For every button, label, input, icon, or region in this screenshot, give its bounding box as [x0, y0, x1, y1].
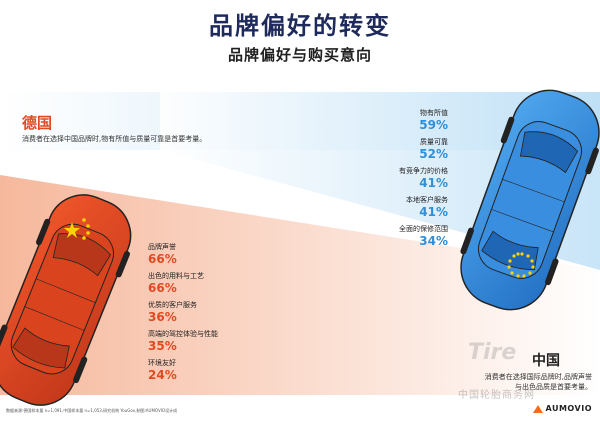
brand-mark-icon [532, 404, 543, 413]
stat-label: 质量可靠 [420, 138, 448, 146]
stat-value: 52% [419, 147, 448, 161]
peach-band [0, 175, 600, 395]
stat-value: 24% [148, 368, 177, 382]
stat-item: 质量可靠 52% [399, 137, 448, 162]
stat-item: 出色的用料与工艺 66% [148, 271, 218, 296]
stat-item: 全面的保修范围 34% [399, 224, 448, 249]
source-note: 数据来源:德国样本量 n=1,091,中国样本量 n=1,053,研究机构 Yo… [6, 408, 178, 413]
brand-logo: AUMOVIO [532, 404, 592, 413]
stat-value: 41% [419, 176, 448, 190]
stat-label: 品牌声誉 [148, 243, 176, 251]
china-flag-stars [64, 218, 90, 240]
stat-label: 有竞争力的价格 [399, 167, 448, 175]
stat-item: 环境友好 24% [148, 358, 218, 383]
eu-flag-stars [507, 252, 535, 278]
china-title: 中国 [532, 353, 560, 369]
germany-title: 德国 [22, 114, 53, 132]
stat-value: 34% [419, 234, 448, 248]
stat-label: 出色的用料与工艺 [148, 272, 204, 280]
stat-item: 优质的客户服务 36% [148, 300, 218, 325]
stat-label: 本地客户服务 [406, 196, 448, 204]
china-stats-list: 物有所值 59% 质量可靠 52% 有竞争力的价格 41% 本地客户服务 41%… [399, 108, 448, 253]
germany-description: 消费者在选择中国品牌时,物有所值与质量可靠是首要考量。 [22, 135, 207, 143]
blue-car [460, 89, 600, 311]
watermark-text: 中国轮胎商务网 [458, 390, 535, 401]
watermark-logo: Tire [468, 340, 517, 365]
stat-label: 高端的驾控体验与性能 [148, 330, 218, 338]
stat-value: 66% [148, 252, 177, 266]
header: 品牌偏好的转变 品牌偏好与购买意向 [0, 10, 600, 65]
china-description: 消费者在选择国际品牌时,品牌声誉与出色品质是首要考量。 [484, 373, 592, 391]
stat-value: 41% [419, 205, 448, 219]
stat-label: 环境友好 [148, 359, 176, 367]
stat-item: 品牌声誉 66% [148, 242, 218, 267]
page-title: 品牌偏好的转变 [209, 12, 391, 40]
stat-value: 36% [148, 310, 177, 324]
red-car [0, 194, 132, 406]
stat-item: 有竞争力的价格 41% [399, 166, 448, 191]
stat-label: 全面的保修范围 [399, 225, 448, 233]
stat-label: 物有所值 [420, 109, 448, 117]
stat-value: 59% [419, 118, 448, 132]
stat-value: 35% [148, 339, 177, 353]
stat-item: 物有所值 59% [399, 108, 448, 133]
stat-value: 66% [148, 281, 177, 295]
germany-stats-list: 品牌声誉 66% 出色的用料与工艺 66% 优质的客户服务 36% 高端的驾控体… [148, 242, 218, 387]
page-subtitle: 品牌偏好与购买意向 [227, 46, 372, 64]
stat-item: 高端的驾控体验与性能 35% [148, 329, 218, 354]
stat-label: 优质的客户服务 [148, 301, 197, 309]
stat-item: 本地客户服务 41% [399, 195, 448, 220]
brand-name: AUMOVIO [545, 404, 592, 413]
